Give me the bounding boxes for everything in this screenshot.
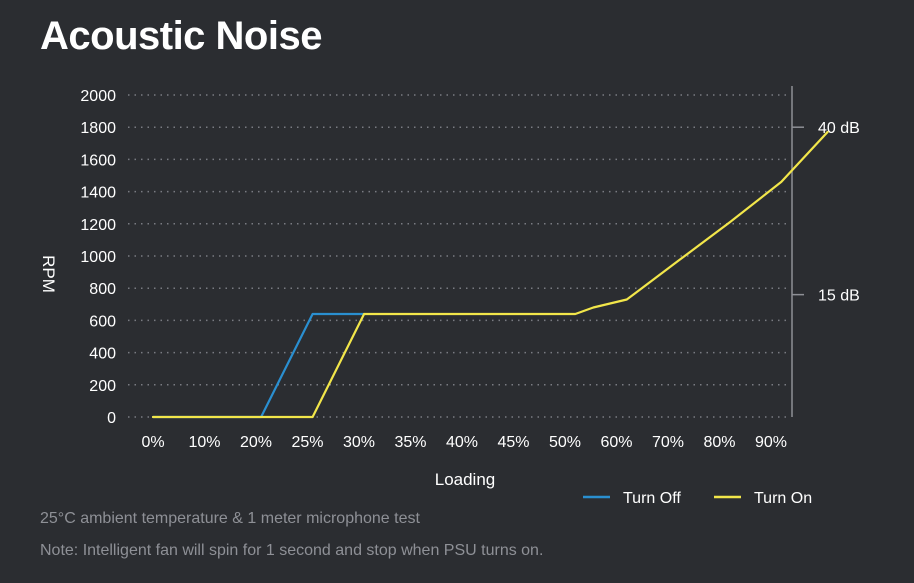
series-lines — [151, 130, 829, 419]
chart-title: Acoustic Noise — [40, 14, 322, 58]
y-tick-label: 1600 — [80, 152, 116, 169]
y-tick-label: 1400 — [80, 185, 116, 202]
y-axis-ticks: 0 200 400 600 800 1000 1200 1400 1600 1800 2000 — [80, 88, 116, 427]
x-tick-label: 40% — [446, 434, 478, 451]
y-tick-label: 200 — [89, 378, 116, 395]
y-tick-label: 1200 — [80, 217, 116, 234]
legend-label: Turn Off — [623, 490, 681, 507]
x-tick-label: 60% — [600, 434, 632, 451]
grid-lines — [128, 94, 790, 418]
x-tick-label: 20% — [240, 434, 272, 451]
x-tick-label: 45% — [497, 434, 529, 451]
y-tick-label: 600 — [89, 313, 116, 330]
y-tick-label: 400 — [89, 346, 116, 363]
y-tick-label: 1000 — [80, 249, 116, 266]
x-tick-label: 80% — [703, 434, 735, 451]
y-tick-label: 0 — [107, 410, 116, 427]
fan-behavior-note: Note: Intelligent fan will spin for 1 se… — [40, 542, 544, 559]
x-tick-label: 10% — [188, 434, 220, 451]
right-axis-label: 15 dB — [818, 288, 860, 305]
x-tick-label: 0% — [141, 434, 164, 451]
test-conditions-note: 25°C ambient temperature & 1 meter micro… — [40, 510, 420, 527]
y-axis-label: RPM — [39, 255, 58, 293]
series-line-turn-off — [151, 312, 366, 419]
x-tick-label: 30% — [343, 434, 375, 451]
x-tick-label: 90% — [755, 434, 787, 451]
right-axis-label: 40 dB — [818, 120, 860, 137]
y-tick-label: 800 — [89, 281, 116, 298]
y-tick-label: 2000 — [80, 88, 116, 105]
right-axis: 40 dB 15 dB — [791, 86, 860, 417]
x-tick-label: 70% — [652, 434, 684, 451]
legend: Turn Off Turn On — [583, 490, 812, 507]
x-tick-label: 50% — [549, 434, 581, 451]
x-tick-label: 35% — [394, 434, 426, 451]
legend-label: Turn On — [754, 490, 812, 507]
x-axis-label: Loading — [435, 470, 496, 489]
x-axis-ticks: 0% 10% 20% 25% 30% 35% 40% 45% 50% 60% 70% 80% 90% — [141, 434, 787, 451]
y-tick-label: 1800 — [80, 120, 116, 137]
series-line-turn-on — [151, 130, 829, 419]
x-tick-label: 25% — [291, 434, 323, 451]
